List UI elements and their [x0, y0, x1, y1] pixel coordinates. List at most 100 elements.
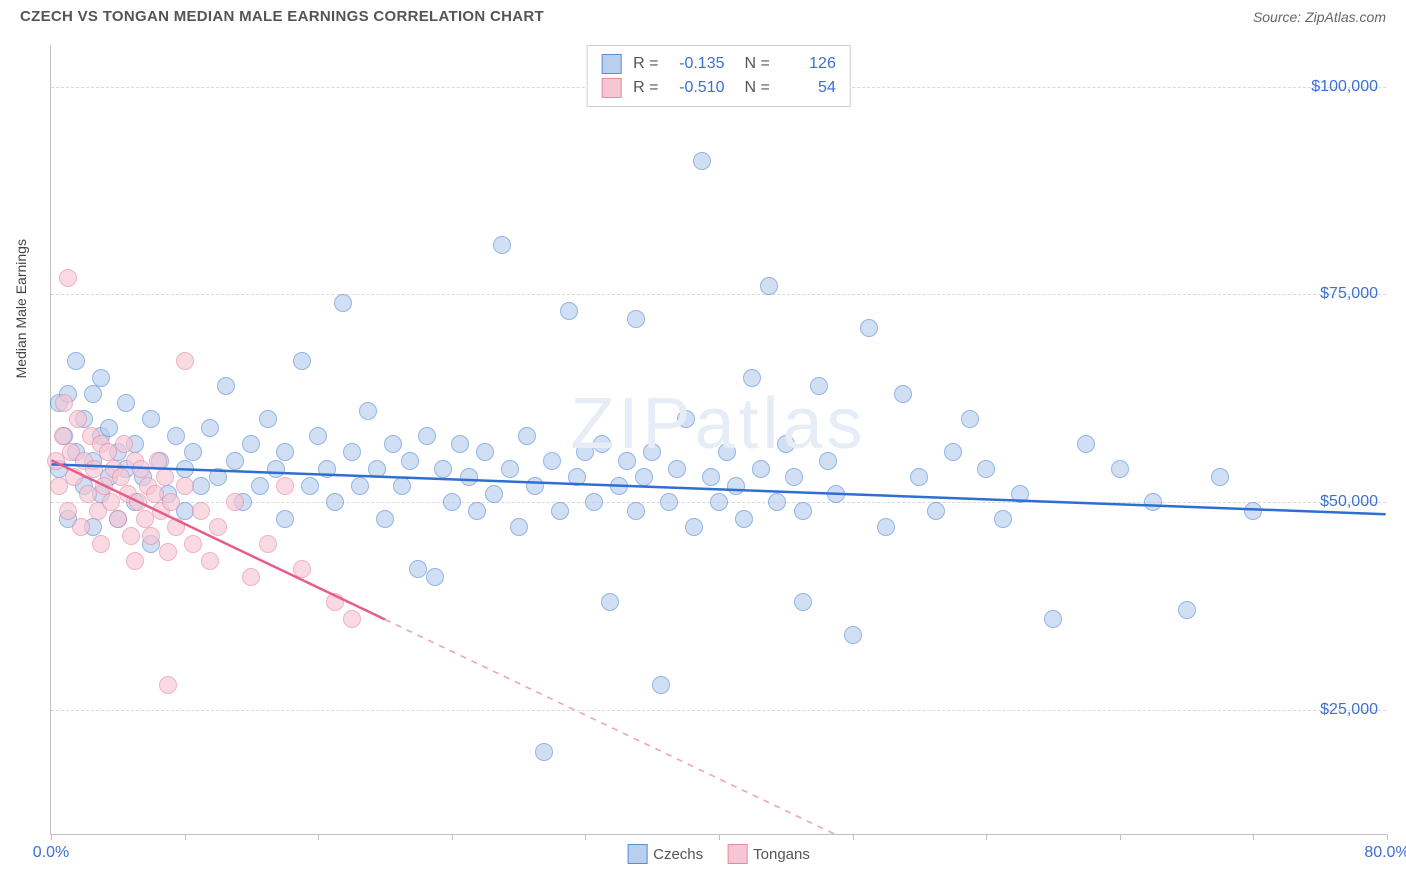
- scatter-point-tongans: [136, 510, 154, 528]
- scatter-point-czechs: [434, 460, 452, 478]
- swatch-tongans-bottom: [727, 844, 747, 864]
- scatter-point-tongans: [276, 477, 294, 495]
- scatter-point-tongans: [142, 527, 160, 545]
- scatter-point-tongans: [59, 269, 77, 287]
- scatter-point-czechs: [627, 310, 645, 328]
- scatter-point-tongans: [326, 593, 344, 611]
- scatter-point-czechs: [276, 510, 294, 528]
- scatter-point-czechs: [844, 626, 862, 644]
- legend-row-czechs: R = -0.135 N = 126: [601, 52, 836, 76]
- scatter-point-czechs: [326, 493, 344, 511]
- x-tick: [185, 834, 186, 840]
- scatter-point-tongans: [122, 527, 140, 545]
- scatter-point-tongans: [293, 560, 311, 578]
- scatter-point-tongans: [209, 518, 227, 536]
- legend-label-czechs: Czechs: [653, 846, 703, 863]
- scatter-point-czechs: [685, 518, 703, 536]
- scatter-point-czechs: [359, 402, 377, 420]
- legend-item-tongans: Tongans: [727, 844, 810, 864]
- scatter-point-czechs: [593, 435, 611, 453]
- scatter-point-czechs: [543, 452, 561, 470]
- chart-title: CZECH VS TONGAN MEDIAN MALE EARNINGS COR…: [20, 8, 544, 25]
- scatter-point-czechs: [710, 493, 728, 511]
- scatter-point-czechs: [384, 435, 402, 453]
- source-credit: Source: ZipAtlas.com: [1253, 9, 1386, 25]
- scatter-point-czechs: [226, 452, 244, 470]
- scatter-point-czechs: [894, 385, 912, 403]
- scatter-point-czechs: [276, 443, 294, 461]
- scatter-point-czechs: [768, 493, 786, 511]
- scatter-point-czechs: [485, 485, 503, 503]
- scatter-point-tongans: [343, 610, 361, 628]
- r-label: R =: [633, 79, 658, 97]
- scatter-point-czechs: [910, 468, 928, 486]
- y-tick-label: $75,000: [1320, 285, 1378, 303]
- scatter-point-czechs: [660, 493, 678, 511]
- scatter-point-czechs: [560, 302, 578, 320]
- scatter-point-czechs: [1178, 601, 1196, 619]
- scatter-point-czechs: [1211, 468, 1229, 486]
- scatter-point-czechs: [409, 560, 427, 578]
- scatter-point-czechs: [585, 493, 603, 511]
- scatter-point-czechs: [576, 443, 594, 461]
- legend-row-tongans: R = -0.510 N = 54: [601, 76, 836, 100]
- x-tick: [452, 834, 453, 840]
- scatter-point-czechs: [668, 460, 686, 478]
- scatter-point-czechs: [368, 460, 386, 478]
- scatter-point-czechs: [176, 460, 194, 478]
- scatter-point-czechs: [301, 477, 319, 495]
- trend-line-dashed-tongans: [385, 619, 852, 834]
- n-label: N =: [745, 55, 770, 73]
- scatter-point-czechs: [443, 493, 461, 511]
- scatter-point-czechs: [192, 477, 210, 495]
- scatter-point-tongans: [259, 535, 277, 553]
- y-axis-label: Median Male Earnings: [13, 239, 29, 378]
- scatter-point-czechs: [201, 419, 219, 437]
- scatter-point-tongans: [192, 502, 210, 520]
- scatter-point-tongans: [156, 468, 174, 486]
- x-tick: [986, 834, 987, 840]
- scatter-point-czechs: [652, 676, 670, 694]
- scatter-point-czechs: [259, 410, 277, 428]
- swatch-czechs: [601, 54, 621, 74]
- scatter-point-czechs: [877, 518, 895, 536]
- scatter-point-czechs: [460, 468, 478, 486]
- scatter-point-tongans: [95, 477, 113, 495]
- scatter-point-czechs: [794, 593, 812, 611]
- scatter-point-czechs: [493, 236, 511, 254]
- scatter-point-tongans: [79, 485, 97, 503]
- scatter-point-tongans: [159, 543, 177, 561]
- scatter-point-czechs: [476, 443, 494, 461]
- scatter-point-tongans: [112, 468, 130, 486]
- scatter-point-czechs: [718, 443, 736, 461]
- scatter-point-tongans: [242, 568, 260, 586]
- scatter-point-czechs: [209, 468, 227, 486]
- scatter-point-czechs: [643, 443, 661, 461]
- scatter-point-tongans: [129, 493, 147, 511]
- x-tick: [853, 834, 854, 840]
- scatter-point-czechs: [501, 460, 519, 478]
- legend-label-tongans: Tongans: [753, 846, 810, 863]
- scatter-point-tongans: [149, 452, 167, 470]
- scatter-point-czechs: [1077, 435, 1095, 453]
- scatter-point-czechs: [601, 593, 619, 611]
- scatter-point-czechs: [1044, 610, 1062, 628]
- scatter-point-czechs: [217, 377, 235, 395]
- x-tick-label: 80.0%: [1364, 844, 1406, 862]
- scatter-point-tongans: [201, 552, 219, 570]
- scatter-point-czechs: [526, 477, 544, 495]
- x-tick: [1253, 834, 1254, 840]
- scatter-point-czechs: [67, 352, 85, 370]
- x-tick: [719, 834, 720, 840]
- scatter-point-czechs: [167, 427, 185, 445]
- scatter-point-tongans: [99, 443, 117, 461]
- r-value-czechs: -0.135: [667, 55, 725, 73]
- scatter-point-czechs: [293, 352, 311, 370]
- scatter-point-czechs: [376, 510, 394, 528]
- scatter-point-czechs: [627, 502, 645, 520]
- scatter-point-tongans: [65, 468, 83, 486]
- scatter-point-czechs: [184, 443, 202, 461]
- scatter-point-czechs: [343, 443, 361, 461]
- scatter-point-czechs: [1111, 460, 1129, 478]
- scatter-point-czechs: [827, 485, 845, 503]
